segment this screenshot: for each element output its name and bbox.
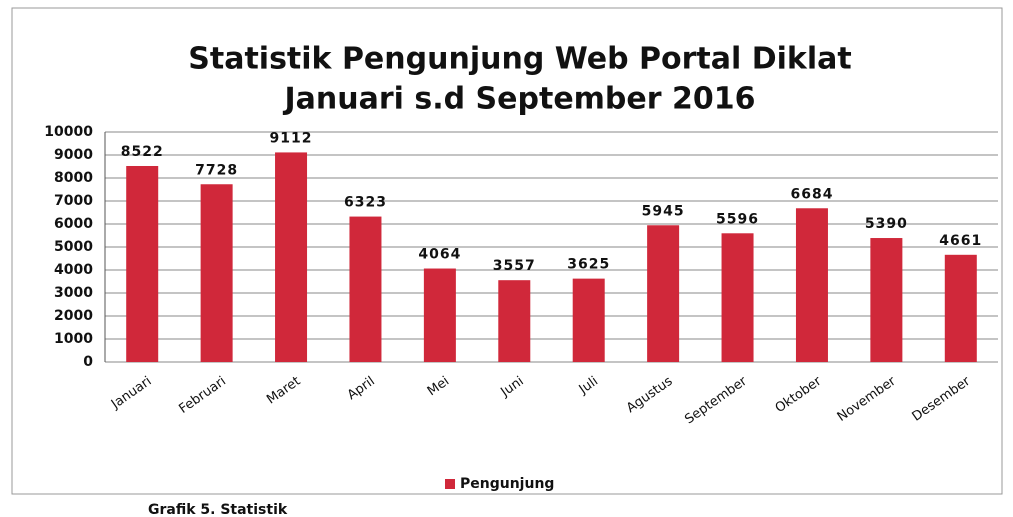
bar: [349, 216, 382, 362]
value-label: 7728: [195, 162, 238, 178]
value-label: 3557: [493, 258, 536, 274]
value-label: 4064: [418, 247, 461, 263]
legend-swatch: [445, 479, 455, 489]
value-label: 3625: [567, 257, 610, 273]
y-tick-label: 3000: [54, 285, 93, 301]
bar: [498, 280, 531, 362]
y-tick-label: 4000: [54, 262, 93, 278]
bar: [423, 268, 456, 362]
y-tick-label: 7000: [54, 193, 93, 209]
y-tick-label: 6000: [54, 216, 93, 232]
chart-title: Statistik Pengunjung Web Portal Diklat: [188, 42, 852, 77]
value-label: 5390: [865, 216, 908, 232]
value-label: 6684: [790, 186, 833, 202]
bar: [200, 184, 233, 362]
bar: [126, 165, 159, 362]
bar: [275, 152, 308, 362]
caption: Grafik 5. Statistik: [148, 502, 288, 517]
bar: [870, 238, 903, 362]
chart-frame: [11, 7, 1003, 495]
value-label: 9112: [270, 130, 313, 146]
bar: [572, 278, 605, 362]
y-tick-label: 0: [83, 354, 93, 370]
value-label: 4661: [939, 233, 982, 249]
value-label: 5945: [642, 203, 685, 219]
y-tick-label: 10000: [44, 124, 93, 140]
y-tick-label: 5000: [54, 239, 93, 255]
y-tick-label: 1000: [54, 331, 93, 347]
chart-subtitle: Januari s.d September 2016: [283, 82, 756, 117]
y-tick-label: 2000: [54, 308, 93, 324]
value-label: 5596: [716, 211, 759, 227]
bar: [944, 254, 977, 362]
value-label: 6323: [344, 195, 387, 211]
bar: [647, 225, 680, 362]
legend-label: Pengunjung: [460, 476, 554, 492]
y-tick-label: 9000: [54, 147, 93, 163]
bar: [795, 208, 828, 362]
y-tick-label: 8000: [54, 170, 93, 186]
value-label: 8522: [121, 144, 164, 160]
bar: [721, 233, 754, 362]
